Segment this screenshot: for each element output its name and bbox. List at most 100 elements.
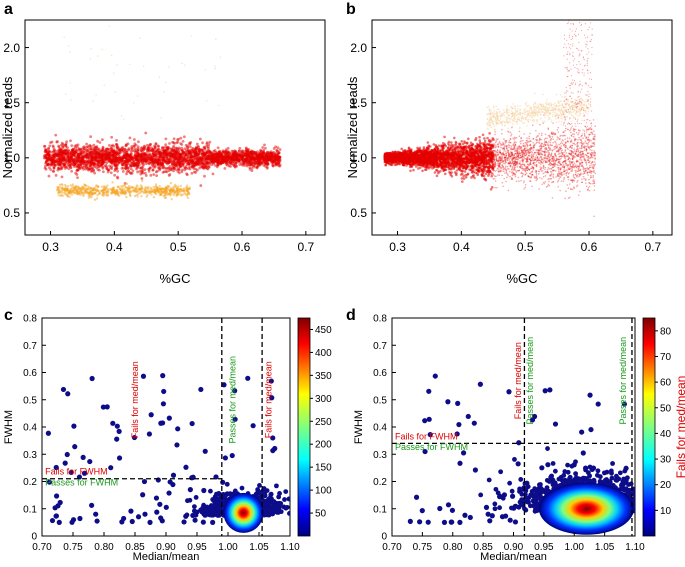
data-point: [75, 169, 79, 173]
data-point: [89, 170, 93, 173]
data-point: [510, 133, 513, 136]
data-point: [119, 159, 123, 163]
data-point: [195, 156, 199, 160]
data-point: [523, 188, 525, 190]
data-point: [156, 185, 159, 189]
data-point: [89, 159, 93, 163]
data-point: [175, 155, 179, 159]
data-point: [109, 166, 113, 170]
data-point: [95, 197, 99, 200]
data-point: [162, 194, 165, 198]
data-point: [164, 196, 168, 199]
data-point: [181, 139, 185, 143]
data-point: [100, 138, 104, 142]
data-point: [523, 180, 525, 182]
data-point: [274, 145, 278, 149]
data-point: [250, 153, 254, 157]
data-point: [79, 189, 83, 193]
data-point: [152, 196, 156, 199]
data-point: [277, 155, 280, 159]
data-point: [43, 144, 47, 148]
data-point: [143, 144, 146, 148]
data-point: [181, 62, 183, 65]
data-point: [190, 158, 194, 162]
data-point: [94, 159, 98, 163]
data-point: [106, 153, 110, 157]
panel-b: b 0.3 0.4 0.5 0.6 0.7 0.51.01.52.0 %GC Norma…: [345, 1, 673, 286]
data-point: [264, 162, 268, 166]
data-point: [138, 163, 141, 167]
data-point: [173, 191, 176, 194]
data-point: [104, 164, 108, 167]
data-point: [52, 165, 56, 169]
data-point: [100, 163, 104, 167]
data-point: [173, 183, 177, 187]
data-point: [240, 163, 244, 167]
data-point: [100, 160, 104, 163]
data-point: [125, 186, 128, 190]
data-point: [515, 171, 518, 173]
data-point: [193, 149, 197, 153]
data-point: [104, 187, 107, 190]
data-point: [554, 147, 556, 150]
data-point: [223, 167, 227, 170]
data-point: [154, 142, 158, 145]
data-point: [52, 147, 56, 151]
data-point: [78, 187, 82, 190]
data-point: [541, 170, 544, 172]
data-point: [48, 144, 52, 148]
data-point: [72, 163, 76, 167]
data-point: [147, 185, 150, 189]
data-point: [567, 178, 570, 181]
data-point: [101, 145, 105, 149]
data-point: [198, 137, 202, 141]
data-point: [191, 146, 195, 150]
data-point: [138, 187, 142, 191]
data-point: [137, 192, 140, 196]
plot-area-a: [24, 19, 326, 236]
data-point: [538, 188, 540, 190]
data-point: [56, 186, 59, 189]
data-point: [116, 189, 119, 192]
data-point: [181, 158, 184, 162]
data-point: [421, 169, 424, 173]
data-point: [163, 187, 167, 191]
data-point: [263, 146, 267, 150]
data-point: [66, 188, 69, 192]
data-point: [154, 183, 158, 186]
data-point: [184, 193, 187, 196]
data-point: [123, 156, 127, 160]
data-point: [556, 138, 558, 141]
data-point: [235, 156, 239, 160]
data-point: [105, 147, 108, 151]
data-point: [160, 188, 163, 191]
data-point: [266, 159, 269, 163]
data-point: [201, 141, 204, 145]
data-point: [110, 135, 114, 139]
data-point: [43, 166, 47, 170]
data-point: [113, 173, 117, 177]
data-point: [264, 164, 267, 168]
data-point: [152, 185, 155, 189]
data-point: [592, 176, 595, 178]
data-point: [180, 143, 184, 146]
data-point: [80, 148, 84, 151]
data-point: [126, 142, 130, 146]
data-point: [530, 167, 532, 170]
data-point: [494, 175, 496, 177]
data-point: [57, 153, 60, 157]
data-point: [148, 166, 152, 170]
data-point: [245, 161, 249, 165]
data-point: [165, 81, 167, 84]
data-point: [248, 160, 252, 164]
data-point: [64, 149, 68, 152]
data-point: [143, 159, 147, 162]
data-point: [187, 187, 190, 191]
data-point: [117, 194, 121, 197]
data-point: [149, 187, 152, 190]
data-point: [54, 133, 58, 137]
x-tick-label: 0.7: [298, 240, 315, 254]
data-point: [50, 140, 54, 144]
data-point: [558, 143, 560, 146]
data-point: [164, 166, 167, 170]
